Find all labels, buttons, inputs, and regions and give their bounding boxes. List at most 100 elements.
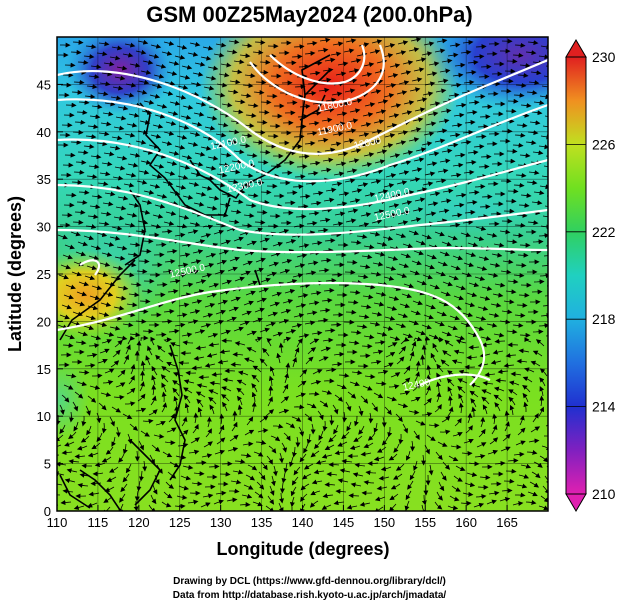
streamline-arrow [114, 165, 126, 171]
streamline-arrow [298, 243, 310, 249]
streamline-arrow [187, 229, 199, 235]
streamline-arrow [148, 53, 160, 59]
streamline-arrow [234, 99, 246, 105]
streamline-arrow [308, 391, 320, 397]
streamline-arrow [205, 165, 217, 171]
x-tick-label: 150 [373, 515, 395, 530]
streamline-arrow [100, 121, 112, 127]
streamline-arrow [83, 144, 95, 149]
streamline-arrow [72, 219, 84, 225]
streamline-arrow [254, 219, 266, 225]
streamline-arrow [388, 203, 400, 209]
streamline-arrow [409, 177, 421, 183]
streamline-arrow [138, 169, 150, 175]
streamline-arrow [427, 111, 439, 117]
streamline-arrow [153, 73, 165, 79]
streamline-arrow [227, 266, 238, 272]
streamline-arrow [538, 144, 548, 150]
streamline-arrow [349, 108, 361, 114]
streamline-arrow [254, 129, 266, 135]
streamline-arrow [230, 361, 242, 367]
streamline-arrow [502, 259, 514, 265]
streamline-arrow [74, 119, 86, 125]
streamline-arrow [109, 55, 121, 61]
streamline-arrow [57, 234, 68, 240]
streamline-arrow [319, 127, 331, 133]
streamline-arrow [201, 273, 213, 278]
streamline-arrow [169, 190, 181, 196]
streamline-arrow [403, 100, 415, 106]
streamline-arrow [332, 221, 344, 227]
streamline-arrow [415, 240, 426, 246]
streamline-arrow [200, 55, 212, 61]
streamline-arrow [255, 79, 267, 85]
streamline-arrow [399, 210, 411, 216]
streamline-arrow [447, 142, 459, 148]
streamline-arrow [359, 264, 371, 270]
streamline-arrow [305, 270, 317, 276]
streamline-arrow [374, 251, 386, 257]
streamline-arrow [135, 139, 147, 145]
streamline-arrow [435, 178, 447, 184]
streamline-arrow [479, 204, 491, 210]
streamline-arrow [337, 151, 349, 157]
streamline-arrow [376, 241, 388, 247]
streamline-arrow [239, 53, 251, 59]
streamline-arrow [318, 267, 330, 273]
streamline-arrow [117, 285, 129, 291]
colorbar-tick-label: 214 [592, 399, 616, 415]
streamline-arrow [434, 48, 446, 54]
streamline-arrow [214, 182, 226, 188]
streamline-arrow [124, 42, 136, 48]
streamline-arrow [116, 245, 128, 251]
streamline-arrow [465, 69, 477, 75]
streamline-arrow [346, 259, 358, 265]
streamline-arrow [203, 175, 215, 181]
streamline-arrow [163, 220, 175, 226]
streamline-arrow [321, 117, 333, 123]
streamline-arrow [439, 68, 451, 74]
streamline-arrow [539, 273, 548, 279]
streamline-arrow [97, 272, 109, 277]
streamline-arrow [386, 213, 398, 219]
streamline-arrow [180, 114, 192, 120]
streamline-arrow [99, 81, 111, 87]
streamline-arrow [234, 276, 245, 282]
streamline-arrow [343, 48, 355, 54]
streamline-arrow [71, 179, 83, 185]
streamline-arrow [102, 111, 114, 117]
streamline-arrow [525, 140, 537, 146]
streamline-arrow [71, 271, 82, 277]
streamline-arrow [176, 44, 188, 50]
streamline-arrow [241, 223, 253, 229]
streamline-arrow [334, 121, 346, 127]
x-tick-label: 120 [128, 515, 150, 530]
streamline-arrow [70, 139, 82, 145]
streamline-arrow [232, 109, 244, 115]
streamline-arrow [203, 85, 215, 91]
streamline-arrow [543, 165, 548, 168]
streamline-arrow [243, 213, 255, 219]
streamline-arrow [221, 279, 233, 285]
streamline-arrow [97, 181, 109, 187]
streamline-arrow [408, 230, 420, 236]
streamline-arrow [358, 132, 370, 138]
streamline-arrow [501, 488, 513, 494]
streamline-arrow [298, 64, 310, 70]
streamline-arrow [166, 248, 178, 254]
streamline-arrow [322, 157, 334, 163]
y-tick-label: 20 [37, 314, 51, 329]
streamline-arrow [202, 224, 214, 230]
streamline-arrow [152, 123, 164, 129]
streamline-arrow [363, 244, 375, 250]
streamline-arrow [136, 89, 148, 95]
streamline-arrow [325, 187, 337, 193]
streamline-arrow [424, 81, 436, 87]
streamline-arrow [75, 159, 87, 165]
streamline-arrow [293, 223, 305, 229]
streamline-arrow [398, 263, 410, 269]
streamline-arrow [486, 232, 498, 238]
streamline-arrow [270, 251, 282, 257]
streamline-arrow [435, 88, 447, 94]
streamline-arrow [447, 235, 458, 241]
